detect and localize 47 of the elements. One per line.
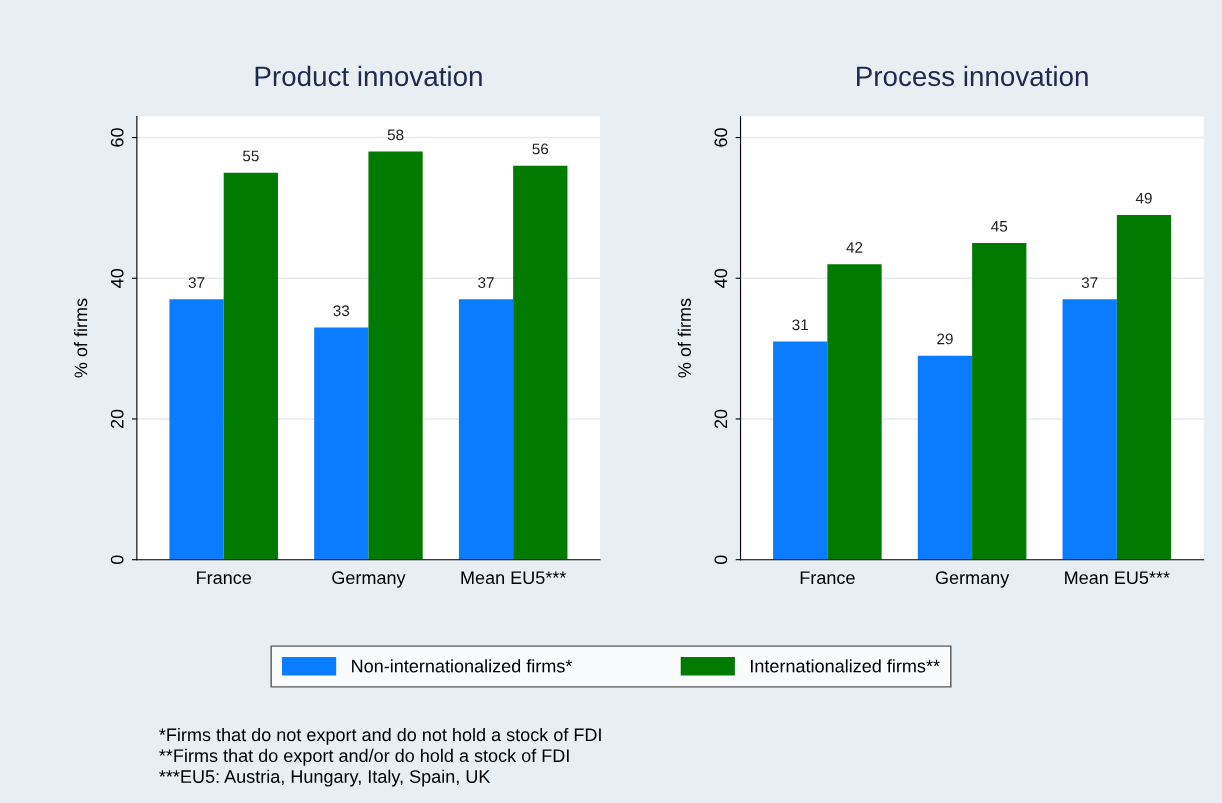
y-axis-title: % of firms [677, 298, 691, 378]
text: *Firms that do not export and do not hold a stock of FDI [159, 727, 601, 745]
text: **Firms that do export and/or do hold a stock of FDI [159, 748, 569, 766]
text: ***EU5: Austria, Hungary, Italy, Spain, UK [159, 769, 491, 787]
x-tick-label: Mean EU5*** [1065, 571, 1170, 585]
y-tick-label: 40 [714, 268, 728, 288]
bar [773, 341, 828, 560]
y-axis-title: % of firms [74, 298, 88, 378]
bar [368, 151, 423, 560]
y-tick-label: 40 [110, 268, 124, 288]
data-label: 37 [188, 277, 205, 289]
y-tick-label: 20 [110, 409, 124, 429]
bar [223, 172, 278, 560]
bar [458, 299, 514, 560]
y-tick-label: 20 [714, 409, 728, 429]
bar [972, 243, 1027, 560]
bar [169, 299, 224, 560]
x-tick-label: Mean EU5*** [461, 571, 567, 585]
x-tick-label: Germany [332, 571, 406, 588]
data-label: 29 [937, 333, 953, 345]
y-tick-label: 60 [714, 128, 728, 147]
data-label: 31 [792, 319, 808, 331]
data-label: 56 [532, 143, 549, 155]
chart-title: Process innovation [857, 65, 1088, 87]
bar [1062, 299, 1117, 560]
data-label: 37 [1081, 277, 1098, 289]
y-tick-label: 60 [110, 128, 124, 147]
data-label: 55 [242, 150, 259, 162]
bar [314, 327, 369, 560]
data-label: 49 [1135, 192, 1152, 204]
bar [917, 355, 973, 560]
y-tick-label: 0 [110, 555, 124, 565]
bar [1116, 214, 1172, 560]
y-tick-label: 0 [714, 555, 728, 565]
data-label: 37 [478, 277, 494, 289]
bar [513, 165, 568, 560]
x-tick-label: France [800, 571, 855, 585]
x-tick-label: Germany [935, 571, 1010, 588]
chart-title: Product innovation [255, 65, 482, 87]
data-label: 58 [387, 129, 404, 141]
bar [827, 264, 882, 560]
data-label: 42 [846, 242, 863, 253]
legend-label: Internationalized firms** [751, 659, 940, 673]
data-label: 33 [333, 305, 350, 317]
x-tick-label: France [197, 571, 251, 585]
legend-label: Non-internationalized firms* [352, 659, 573, 673]
data-label: 45 [991, 221, 1008, 232]
